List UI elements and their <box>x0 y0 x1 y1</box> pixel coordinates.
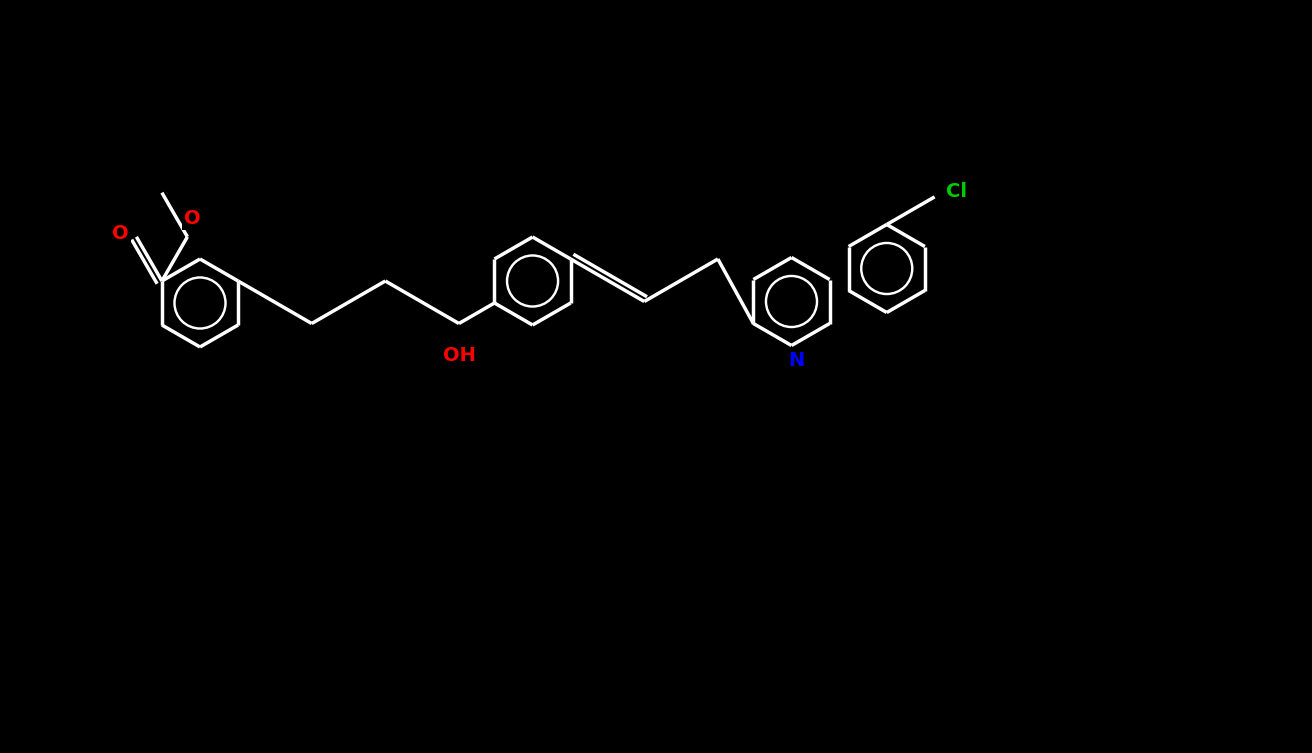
Text: Cl: Cl <box>946 182 967 201</box>
Text: OH: OH <box>442 346 475 365</box>
Text: O: O <box>184 209 201 228</box>
Text: O: O <box>113 224 129 243</box>
Text: N: N <box>789 351 804 370</box>
